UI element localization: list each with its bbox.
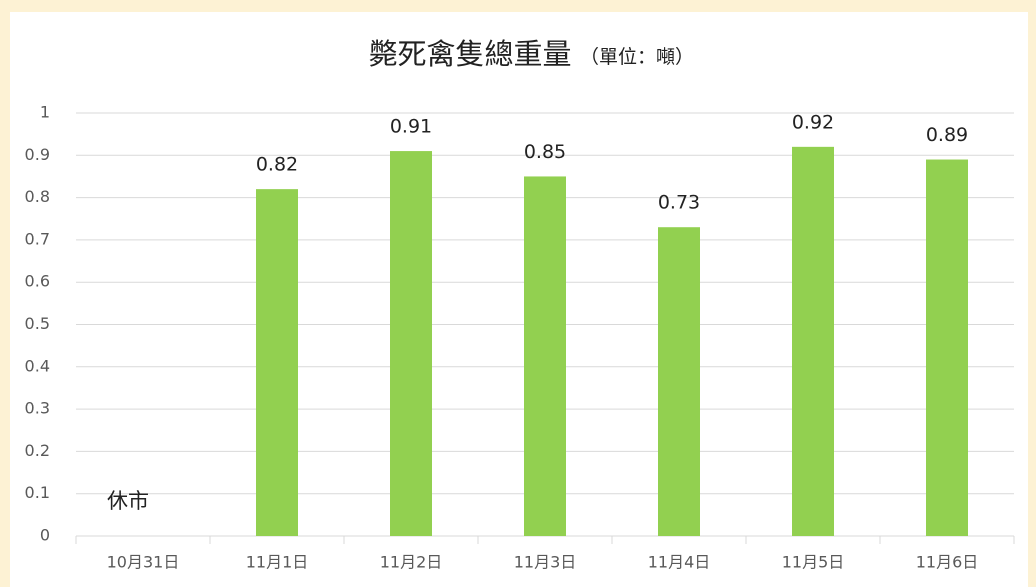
bar <box>390 151 432 536</box>
y-tick-label: 1 <box>40 103 50 122</box>
y-tick-label: 0.4 <box>25 356 50 375</box>
x-tick-label: 11月6日 <box>916 553 979 572</box>
y-tick-label: 0 <box>40 526 50 545</box>
y-tick-label: 0.1 <box>25 483 50 502</box>
unit-label: （單位：噸） <box>580 46 694 68</box>
y-tick-label: 0.7 <box>25 229 50 248</box>
x-tick-label: 11月3日 <box>514 553 577 572</box>
bar <box>524 176 566 536</box>
y-tick-label: 0.2 <box>25 441 50 460</box>
y-tick-label: 0.3 <box>25 399 50 418</box>
x-tick-label: 11月1日 <box>246 553 309 572</box>
x-tick-label: 10月31日 <box>107 553 180 572</box>
annotation: 休市 <box>107 489 149 513</box>
chart-title: 斃死禽隻總重量 <box>368 37 571 71</box>
data-label: 0.89 <box>926 124 968 146</box>
y-tick-label: 0.6 <box>25 272 50 291</box>
bar <box>256 189 298 536</box>
x-tick-label: 11月4日 <box>648 553 711 572</box>
y-tick-label: 0.9 <box>25 145 50 164</box>
x-tick-label: 11月5日 <box>782 553 845 572</box>
bar <box>658 227 700 536</box>
bar <box>926 159 968 536</box>
data-label: 0.85 <box>524 141 566 163</box>
bar <box>792 146 834 536</box>
chart-panel <box>10 12 1028 587</box>
data-label: 0.92 <box>792 111 834 133</box>
data-label: 0.73 <box>658 192 700 214</box>
data-label: 0.91 <box>390 116 432 138</box>
y-tick-label: 0.8 <box>25 187 50 206</box>
data-label: 0.82 <box>256 154 298 176</box>
y-tick-label: 0.5 <box>25 314 50 333</box>
x-tick-label: 11月2日 <box>380 553 443 572</box>
